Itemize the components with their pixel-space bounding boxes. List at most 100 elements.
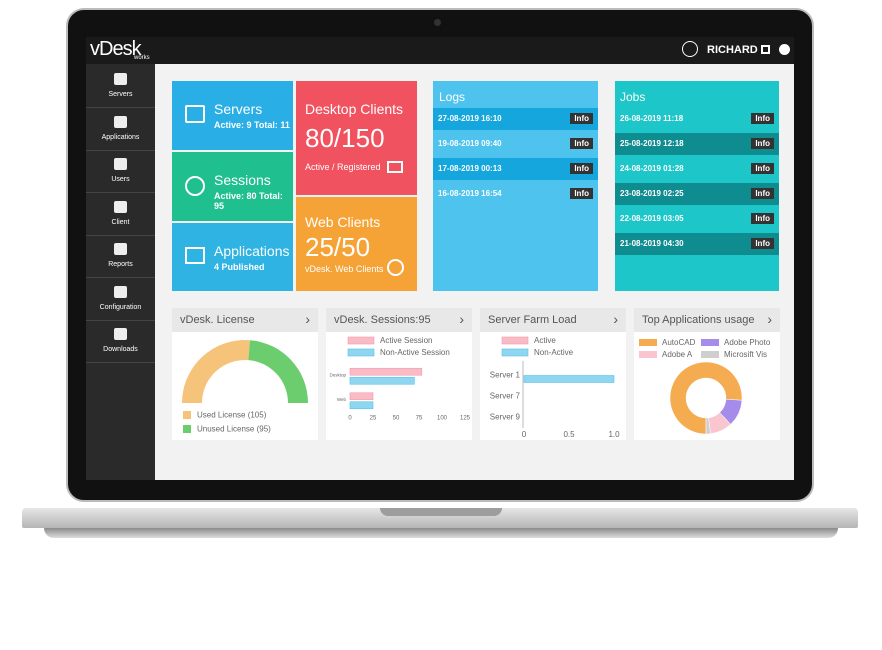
tile-value: 80/150 [305, 123, 385, 153]
x-tick-label: 75 [416, 416, 423, 422]
row-date: 16-08-2019 16:54 [438, 189, 502, 198]
row-date: 19-08-2019 09:40 [438, 139, 502, 148]
row-tag[interactable]: Info [751, 163, 774, 174]
sidebar-icon [114, 115, 127, 128]
panel: Server Farm Load › [480, 308, 626, 440]
x-tick-label: 125 [460, 416, 471, 422]
arc [705, 417, 711, 435]
sidebar-icon [114, 158, 127, 170]
sidebar-icon [114, 200, 127, 213]
sidebar-item[interactable]: Client [86, 193, 155, 236]
tile-title: Sessions [214, 172, 271, 188]
sidebar-item[interactable]: Downloads [86, 320, 155, 363]
tile-sessions[interactable]: Sessions Active: 80 Total: 95 [172, 152, 293, 221]
list-row[interactable]: 21-08-2019 04:30 Info [615, 233, 779, 255]
sidebar-label: Users [111, 176, 130, 183]
logo-sub: works [134, 55, 150, 61]
x-tick-label: 0 [522, 430, 527, 439]
sidebar-item[interactable]: Users [86, 150, 155, 193]
legend-swatch [639, 351, 657, 358]
help-icon[interactable] [779, 44, 790, 55]
x-tick-label: 50 [393, 416, 400, 422]
user-icon[interactable] [682, 41, 698, 57]
user-name[interactable]: RICHARD [707, 44, 758, 56]
panel-header: vDesk. Sessions:95 › [326, 308, 472, 332]
tile-desktop-clients[interactable]: Desktop Clients 80/150 Active / Register… [296, 81, 417, 195]
logout-icon[interactable] [761, 45, 770, 54]
arc [669, 361, 743, 435]
y-tick-label: Server 9 [490, 413, 521, 422]
row-tag[interactable]: Info [751, 238, 774, 249]
sidebar-item[interactable]: Servers [86, 65, 155, 108]
panel-header: Server Farm Load › [480, 308, 626, 332]
y-tick-label: Desktop [329, 372, 346, 377]
sidebar-label: Configuration [99, 303, 142, 311]
panel-header: vDesk. License › [172, 308, 318, 332]
row-tag[interactable]: Info [751, 188, 774, 199]
list-row[interactable]: 19-08-2019 09:40 Info [433, 133, 598, 155]
tile-title: Applications [214, 243, 290, 259]
row-tag[interactable]: Info [570, 113, 593, 124]
sidebar-item[interactable]: Applications [86, 108, 155, 151]
x-tick-label: 0 [348, 416, 352, 422]
y-tick-label: Server 1 [490, 371, 521, 380]
list-row[interactable]: 16-08-2019 16:54 Info [433, 183, 598, 205]
legend-swatch [347, 336, 375, 345]
sidebar [86, 64, 155, 480]
list-row[interactable]: 25-08-2019 12:18 Info [615, 133, 779, 155]
row-tag[interactable]: Info [751, 138, 774, 149]
row-tag[interactable]: Info [570, 188, 593, 199]
header-bar [86, 37, 794, 64]
list-row[interactable]: 23-08-2019 02:25 Info [615, 183, 779, 205]
expand-icon[interactable]: › [613, 311, 618, 327]
legend-label: AutoCAD [662, 338, 696, 347]
x-tick-label: 0.5 [563, 430, 575, 439]
sidebar-item[interactable]: Configuration [86, 278, 155, 321]
tile-web-clients[interactable]: Web Clients 25/50 vDesk. Web Clients [296, 197, 417, 291]
row-tag[interactable]: Info [570, 138, 593, 149]
sidebar-label: Downloads [103, 346, 138, 353]
legend-swatch [347, 348, 375, 357]
row-tag[interactable]: Info [570, 163, 593, 174]
sidebar-icon [114, 285, 127, 298]
row-tag[interactable]: Info [751, 213, 774, 224]
list-row[interactable]: 17-08-2019 00:13 Info [433, 158, 598, 180]
list-row[interactable]: 24-08-2019 01:28 Info [615, 158, 779, 180]
y-tick-label: Server 7 [490, 392, 521, 401]
sidebar-icon [114, 73, 127, 85]
icon [185, 176, 205, 196]
camera [434, 19, 441, 26]
tile-title: Servers [214, 101, 263, 117]
expand-icon[interactable]: › [305, 311, 310, 327]
sidebar-item[interactable]: Reports [86, 235, 155, 278]
bar [523, 375, 615, 383]
row-date: 26-08-2019 11:18 [620, 114, 684, 123]
expand-icon[interactable]: › [459, 311, 464, 327]
row-date: 21-08-2019 04:30 [620, 239, 684, 248]
tile-subtitle: Active / Registered [305, 162, 381, 172]
arc [182, 339, 250, 403]
tile-applications[interactable]: Applications 4 Published [172, 223, 293, 291]
list-row[interactable]: 22-08-2019 03:05 Info [615, 208, 779, 230]
jobs-card: Jobs 26-08-2019 11:18 Info 25-08-2019 12:1… [615, 81, 779, 291]
legend-swatch [701, 351, 719, 358]
row-date: 23-08-2019 02:25 [620, 189, 684, 198]
y-tick-label: Web [337, 397, 347, 402]
icon [387, 259, 404, 276]
logo[interactable]: vDesk [90, 38, 142, 60]
legend-label: Microsift Vis [724, 350, 767, 359]
bar [349, 367, 423, 376]
laptop-foot [44, 528, 838, 538]
expand-icon[interactable]: › [767, 311, 772, 327]
tile-servers[interactable]: Servers Active: 9 Total: 11 [172, 81, 293, 150]
row-date: 24-08-2019 01:28 [620, 164, 684, 173]
row-date: 25-08-2019 12:18 [620, 139, 684, 148]
list-row[interactable]: 26-08-2019 11:18 Info [615, 108, 779, 130]
row-tag[interactable]: Info [751, 113, 774, 124]
logs-card: Logs 27-08-2019 16:10 Info 19-08-2019 09:4… [433, 81, 598, 291]
legend-label: Non-Active Session [380, 348, 450, 357]
panel-title: vDesk. Sessions:95 [334, 314, 431, 326]
list-row[interactable]: 27-08-2019 16:10 Info [433, 108, 598, 130]
